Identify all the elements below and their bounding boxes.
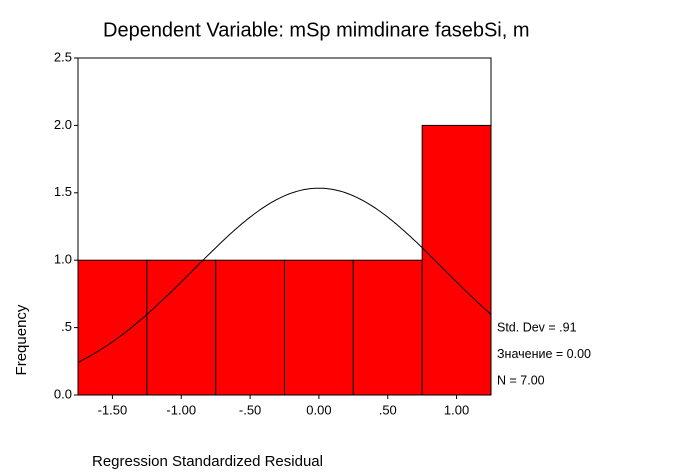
bar [421,124,492,396]
y-tick-label: .5 [61,319,72,334]
y-axis-label: Frequency [13,304,30,375]
bar [215,259,286,396]
y-tick-label: 1.5 [54,184,72,199]
y-tick-label: 2.0 [54,117,72,132]
bar [284,259,354,396]
stat-label: N = 7.00 [497,373,545,387]
plot-frame [77,57,492,396]
chart-title: Dependent Variable: mSp mimdinare fasebS… [103,19,530,41]
stat-label: Значение = 0.00 [497,347,591,361]
stat-label: Std. Dev = .91 [497,320,577,334]
y-tick-label: 2.5 [54,49,72,64]
x-tick-label: -.50 [239,402,261,417]
y-tick-label: 1.0 [54,252,72,267]
x-axis-label: Regression Standardized Residual [92,453,323,470]
y-tick-label: 0.0 [54,386,72,401]
x-tick-label: -1.50 [98,402,128,417]
x-tick-label: -1.00 [166,402,196,417]
x-tick-label: 1.00 [444,402,469,417]
bar [352,259,423,396]
bar [146,259,217,396]
x-tick-label: .50 [379,402,397,417]
x-tick-label: 0.00 [306,402,331,417]
bar [77,259,148,396]
normal-curve [77,187,492,363]
